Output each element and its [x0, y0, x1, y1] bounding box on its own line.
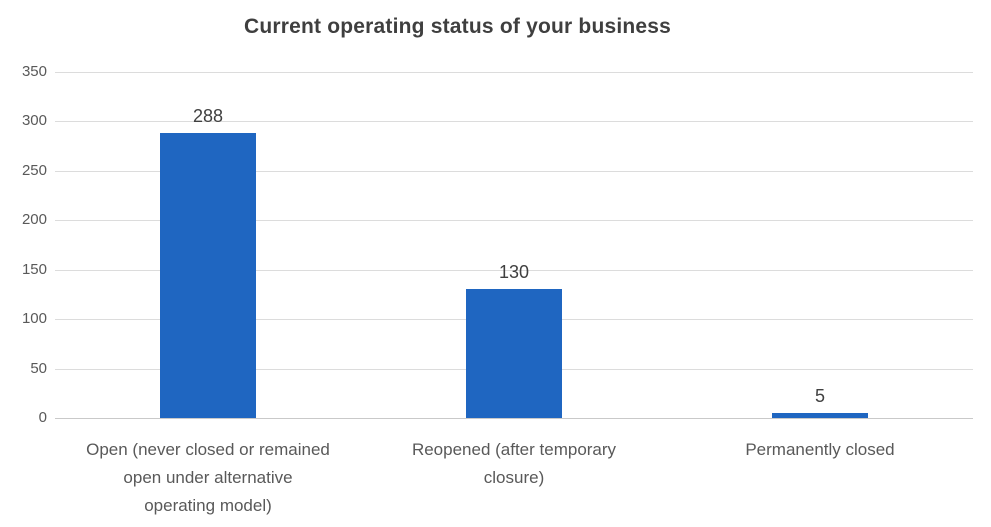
- y-tick-label: 100: [21, 310, 47, 328]
- chart-title: Current operating status of your busines…: [243, 15, 672, 38]
- y-tick-label: 50: [30, 359, 47, 377]
- gridline: [55, 170, 973, 172]
- category-label: Reopened (after temporary closure): [411, 440, 617, 487]
- bar-value-label: 288: [192, 106, 224, 127]
- y-tick-label: 350: [21, 63, 47, 80]
- y-tick-label: 150: [21, 260, 47, 278]
- bar-value-label: 130: [498, 262, 530, 283]
- gridline: [55, 72, 973, 73]
- x-axis-line: [55, 418, 973, 419]
- y-tick-label: 200: [21, 211, 47, 229]
- y-tick-label: 0: [38, 409, 47, 426]
- bar: [772, 413, 868, 418]
- category-label: Open (never closed or remained open under…: [86, 440, 330, 515]
- category-label: Permanently closed: [745, 440, 895, 459]
- bar-value-label: 5: [814, 386, 825, 407]
- y-tick-label: 300: [21, 112, 47, 130]
- bar: [160, 133, 256, 418]
- gridline: [55, 220, 973, 222]
- y-tick-label: 250: [21, 161, 47, 179]
- gridline: [55, 269, 973, 271]
- bar: [466, 289, 562, 418]
- gridline: [55, 121, 973, 123]
